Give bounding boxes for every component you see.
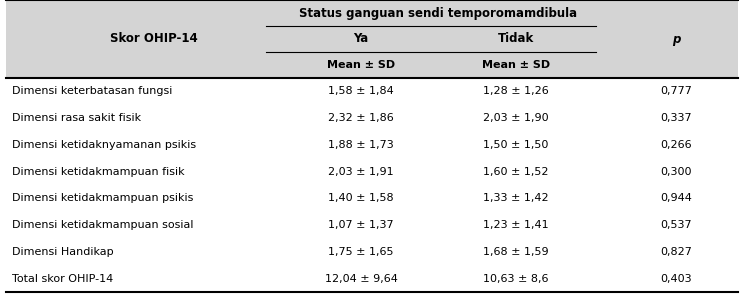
- Text: 2,03 ± 1,90: 2,03 ± 1,90: [483, 113, 549, 123]
- Text: 0,537: 0,537: [660, 220, 692, 230]
- Text: 0,337: 0,337: [660, 113, 692, 123]
- Text: Skor OHIP-14: Skor OHIP-14: [110, 33, 198, 46]
- Text: 1,28 ± 1,26: 1,28 ± 1,26: [483, 86, 549, 96]
- Text: 1,50 ± 1,50: 1,50 ± 1,50: [484, 140, 548, 150]
- Text: 0,266: 0,266: [660, 140, 692, 150]
- Text: Dimensi Handikap: Dimensi Handikap: [12, 247, 114, 257]
- Text: 1,75 ± 1,65: 1,75 ± 1,65: [328, 247, 394, 257]
- Text: 2,32 ± 1,86: 2,32 ± 1,86: [328, 113, 394, 123]
- Text: Tidak: Tidak: [498, 33, 534, 46]
- Text: Dimensi ketidaknyamanan psikis: Dimensi ketidaknyamanan psikis: [12, 140, 196, 150]
- Text: 0,777: 0,777: [660, 86, 692, 96]
- Text: 0,403: 0,403: [660, 274, 692, 284]
- Text: p: p: [672, 33, 680, 46]
- Text: Mean ± SD: Mean ± SD: [482, 60, 550, 70]
- Text: Dimensi rasa sakit fisik: Dimensi rasa sakit fisik: [12, 113, 141, 123]
- Text: 10,63 ± 8,6: 10,63 ± 8,6: [484, 274, 549, 284]
- Text: 2,03 ± 1,91: 2,03 ± 1,91: [328, 167, 394, 177]
- Text: 1,07 ± 1,37: 1,07 ± 1,37: [328, 220, 394, 230]
- Text: Dimensi ketidakmampuan fisik: Dimensi ketidakmampuan fisik: [12, 167, 185, 177]
- Text: 1,58 ± 1,84: 1,58 ± 1,84: [328, 86, 394, 96]
- Text: 1,88 ± 1,73: 1,88 ± 1,73: [328, 140, 394, 150]
- Text: Mean ± SD: Mean ± SD: [327, 60, 395, 70]
- Text: Dimensi keterbatasan fungsi: Dimensi keterbatasan fungsi: [12, 86, 173, 96]
- Text: 1,60 ± 1,52: 1,60 ± 1,52: [484, 167, 549, 177]
- Text: 0,300: 0,300: [660, 167, 692, 177]
- Text: Dimensi ketidakmampuan sosial: Dimensi ketidakmampuan sosial: [12, 220, 193, 230]
- Text: Ya: Ya: [353, 33, 368, 46]
- Text: Total skor OHIP-14: Total skor OHIP-14: [12, 274, 113, 284]
- Text: 1,23 ± 1,41: 1,23 ± 1,41: [483, 220, 549, 230]
- Text: 1,40 ± 1,58: 1,40 ± 1,58: [328, 193, 394, 203]
- Text: 12,04 ± 9,64: 12,04 ± 9,64: [324, 274, 397, 284]
- Text: 1,33 ± 1,42: 1,33 ± 1,42: [483, 193, 549, 203]
- Bar: [6, 0, 738, 78]
- Text: 0,827: 0,827: [660, 247, 692, 257]
- Text: Dimensi ketidakmampuan psikis: Dimensi ketidakmampuan psikis: [12, 193, 193, 203]
- Text: 0,944: 0,944: [660, 193, 692, 203]
- Text: 1,68 ± 1,59: 1,68 ± 1,59: [483, 247, 549, 257]
- Text: Status ganguan sendi temporomamdibula: Status ganguan sendi temporomamdibula: [299, 7, 577, 20]
